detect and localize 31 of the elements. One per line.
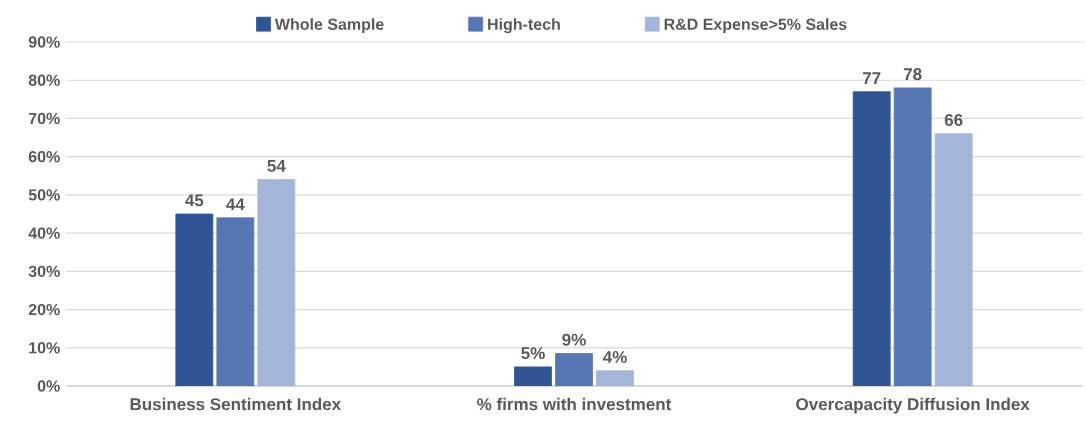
y-tick-label: 60% xyxy=(28,151,60,163)
data-label: 66 xyxy=(944,113,963,126)
y-tick-label: 90% xyxy=(28,36,60,48)
legend-label: Whole Sample xyxy=(274,18,384,34)
y-tick-label: 10% xyxy=(29,342,60,354)
y-tick-label: 80% xyxy=(28,74,60,86)
y-tick-label: 40% xyxy=(28,227,60,239)
bar xyxy=(596,370,634,386)
y-tick-label: 70% xyxy=(28,112,60,125)
data-label: 45 xyxy=(185,194,204,207)
data-label: 44 xyxy=(226,198,245,211)
x-tick-label: Business Sentiment Index xyxy=(130,397,341,411)
y-tick-label: 50% xyxy=(28,189,60,201)
legend-label: R&D Expense>5% Sales xyxy=(664,18,847,34)
x-tick-label: % firms with investment xyxy=(477,397,672,411)
data-label: 78 xyxy=(903,68,922,81)
y-tick-label: 20% xyxy=(28,303,60,316)
bar xyxy=(175,213,214,386)
data-label: 5% xyxy=(521,347,545,360)
bar xyxy=(852,91,891,386)
data-label: 54 xyxy=(267,160,286,172)
bar xyxy=(257,179,296,386)
bar xyxy=(514,366,552,386)
data-label: 4% xyxy=(602,351,627,363)
data-label: 9% xyxy=(562,333,586,346)
x-tick-label: Overcapacity Diffusion Index xyxy=(796,397,1030,414)
y-tick-label: 30% xyxy=(28,265,60,278)
bar xyxy=(934,133,973,386)
data-label: 77 xyxy=(862,72,881,84)
y-tick-label: 0% xyxy=(37,380,60,392)
legend-label: High-tech xyxy=(488,18,560,34)
